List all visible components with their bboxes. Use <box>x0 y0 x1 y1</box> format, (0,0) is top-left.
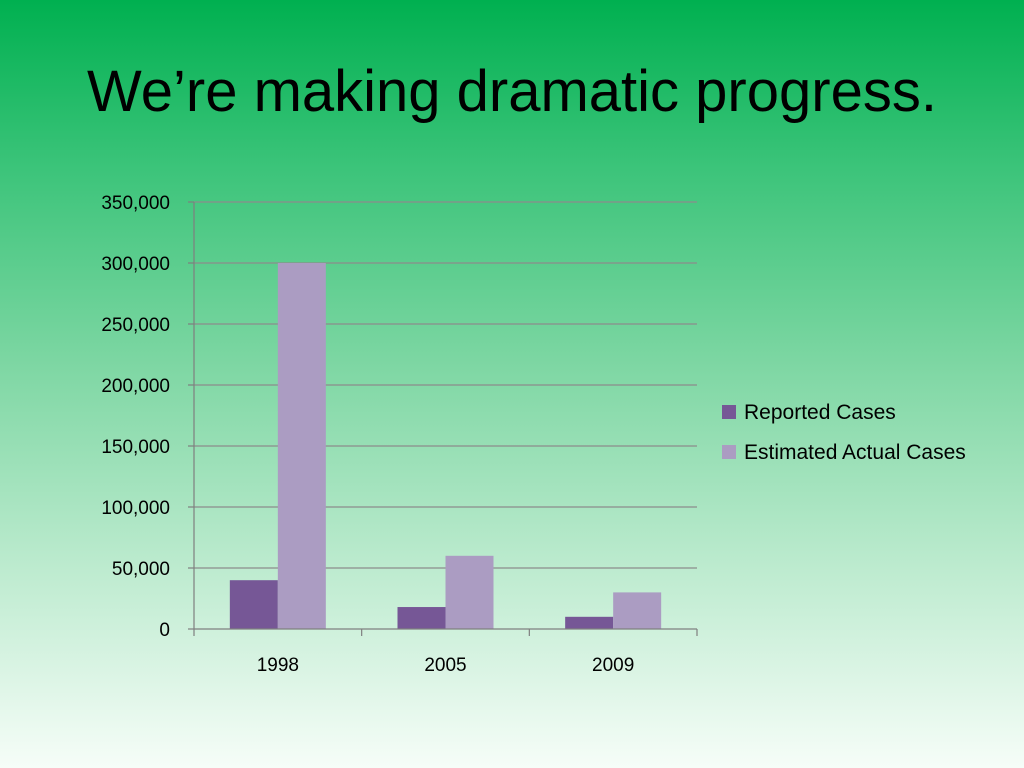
y-tick-label: 200,000 <box>101 376 170 397</box>
y-tick-labels: 0 50,000 100,000 150,000 200,000 250,000 300,0… <box>101 193 170 641</box>
bar-estimated-1998 <box>277 263 326 629</box>
y-tick-label: 50,000 <box>112 559 170 580</box>
gridlines <box>194 201 697 569</box>
bar-reported-1998 <box>229 580 278 629</box>
axes <box>188 201 698 636</box>
x-tick-labels: 1998 2005 2009 <box>257 655 635 676</box>
y-tick-label: 150,000 <box>101 437 170 458</box>
y-tick-label: 0 <box>159 620 170 641</box>
legend-label-estimated: Estimated Actual Cases <box>744 441 966 464</box>
x-tick-label: 1998 <box>257 655 299 676</box>
x-tick-label: 2009 <box>592 655 634 676</box>
bar-reported-2005 <box>397 607 446 629</box>
bar-estimated-2009 <box>613 592 662 629</box>
y-tick-label: 250,000 <box>101 315 170 336</box>
legend-swatch-reported <box>722 405 736 419</box>
bars <box>229 263 662 629</box>
legend-swatch-estimated <box>722 445 736 459</box>
bar-reported-2009 <box>565 616 614 629</box>
y-tick-label: 350,000 <box>101 193 170 214</box>
bar-estimated-2005 <box>445 555 494 629</box>
legend-label-reported: Reported Cases <box>744 401 896 424</box>
y-tick-label: 100,000 <box>101 498 170 519</box>
y-tick-label: 300,000 <box>101 254 170 275</box>
slide-title: We’re making dramatic progress. <box>87 59 937 124</box>
legend: Reported Cases Estimated Actual Cases <box>722 401 966 464</box>
x-tick-label: 2005 <box>424 655 466 676</box>
